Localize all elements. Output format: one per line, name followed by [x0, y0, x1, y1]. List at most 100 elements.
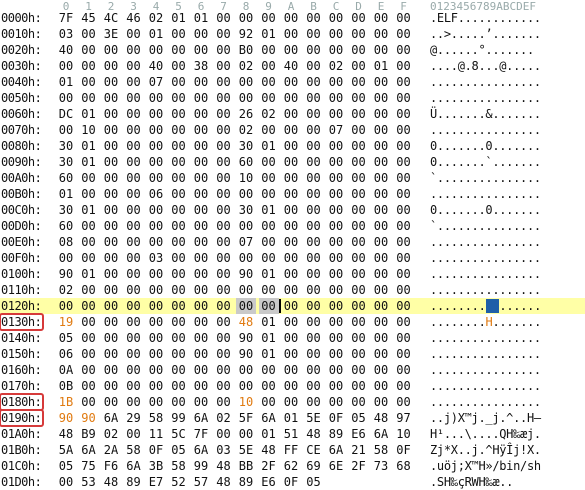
hex-row[interactable]: 00C0h: 30 01 00 00 00 00 00 00 30 01 00 00 00 00 00 00 0.…: [0, 202, 585, 218]
hex-byte[interactable]: 00: [81, 283, 96, 297]
hex-byte[interactable]: 08: [58, 235, 74, 249]
hex-byte[interactable]: 00: [171, 267, 186, 281]
hex-byte[interactable]: 00: [396, 299, 411, 313]
hex-byte[interactable]: 01: [261, 27, 276, 41]
hex-byte[interactable]: 00: [193, 187, 209, 201]
hex-byte[interactable]: 00: [351, 347, 366, 361]
hex-byte[interactable]: 48: [261, 443, 276, 457]
hex-byte[interactable]: 00: [351, 395, 366, 409]
ascii-text[interactable]: `...............: [430, 171, 541, 185]
hex-byte[interactable]: 58: [148, 411, 164, 425]
hex-byte[interactable]: 01: [81, 155, 96, 169]
hex-byte[interactable]: 00: [261, 283, 276, 297]
hex-byte[interactable]: 00: [148, 171, 164, 185]
ascii-text[interactable]: 0.......0.......: [430, 139, 541, 153]
ascii-text[interactable]: ................: [430, 347, 541, 361]
hex-byte[interactable]: 99: [193, 459, 209, 473]
hex-byte[interactable]: 00: [306, 139, 321, 153]
hex-byte[interactable]: 00: [148, 139, 164, 153]
hex-byte[interactable]: 89: [126, 475, 141, 489]
hex-byte[interactable]: 00: [103, 283, 119, 297]
hex-byte[interactable]: 00: [283, 187, 299, 201]
hex-byte[interactable]: 00: [328, 347, 344, 361]
hex-byte[interactable]: 00: [351, 219, 366, 233]
hex-byte[interactable]: 06: [148, 187, 164, 201]
hex-byte[interactable]: 00: [193, 123, 209, 137]
hex-byte[interactable]: 02: [261, 107, 276, 121]
hex-byte[interactable]: 00: [58, 59, 74, 73]
hex-byte[interactable]: 00: [103, 363, 119, 377]
hex-byte[interactable]: 00: [126, 235, 141, 249]
ascii-text[interactable]: ................: [430, 91, 541, 105]
hex-byte[interactable]: 00: [103, 43, 119, 57]
hex-byte[interactable]: 00: [216, 139, 231, 153]
hex-byte[interactable]: 00: [238, 427, 254, 441]
hex-byte[interactable]: 00: [373, 267, 389, 281]
ascii-text[interactable]: ................: [430, 251, 541, 265]
hex-byte[interactable]: 00: [283, 331, 299, 345]
hex-byte[interactable]: E7: [148, 475, 164, 489]
hex-byte[interactable]: 89: [238, 475, 254, 489]
hex-byte[interactable]: 00: [238, 379, 254, 393]
hex-byte[interactable]: 00: [306, 187, 321, 201]
hex-byte[interactable]: 00: [148, 107, 164, 121]
hex-byte[interactable]: 00: [373, 43, 389, 57]
hex-byte[interactable]: 00: [351, 331, 366, 345]
hex-byte[interactable]: 00: [148, 331, 164, 345]
hex-byte[interactable]: 00: [261, 123, 276, 137]
hex-byte[interactable]: 00: [306, 315, 321, 329]
hex-row[interactable]: 0030h: 00 00 00 00 40 00 38 00 02 00 40 00 02 00 01 00..…: [0, 58, 585, 74]
hex-byte[interactable]: 01: [261, 331, 276, 345]
hex-byte[interactable]: 00: [216, 347, 231, 361]
hex-byte[interactable]: 00: [328, 75, 344, 89]
hex-byte[interactable]: 03: [216, 443, 231, 457]
hex-byte[interactable]: 01: [81, 107, 96, 121]
hex-byte[interactable]: 73: [373, 459, 389, 473]
ascii-text[interactable]: ................: [430, 187, 541, 201]
hex-byte[interactable]: 00: [373, 379, 389, 393]
hex-byte[interactable]: 00: [193, 27, 209, 41]
hex-byte[interactable]: 00: [126, 379, 141, 393]
hex-byte[interactable]: 00: [373, 75, 389, 89]
hex-byte[interactable]: 00: [81, 171, 96, 185]
hex-byte[interactable]: 00: [216, 59, 231, 73]
hex-byte[interactable]: 00: [103, 107, 119, 121]
ascii-text[interactable]: 0.......`.......: [430, 155, 541, 169]
hex-byte[interactable]: 00: [328, 235, 344, 249]
ascii-text[interactable]: .ELF............: [430, 11, 541, 25]
hex-byte[interactable]: 00: [283, 203, 299, 217]
hex-byte[interactable]: 00: [328, 11, 344, 25]
hex-byte[interactable]: 46: [126, 11, 141, 25]
hex-byte[interactable]: 00: [373, 107, 389, 121]
hex-row[interactable]: 0000h: 7F 45 4C 46 02 01 01 00 00 00 00 00 00 00 00 00 .E…: [0, 10, 585, 26]
hex-byte[interactable]: 01: [283, 411, 299, 425]
hex-byte[interactable]: 00: [171, 75, 186, 89]
ascii-text[interactable]: ................: [430, 267, 541, 281]
hex-byte[interactable]: 00: [283, 315, 299, 329]
hex-byte[interactable]: 00: [193, 203, 209, 217]
hex-byte[interactable]: 05: [171, 443, 186, 457]
hex-byte[interactable]: 00: [171, 107, 186, 121]
hex-byte[interactable]: 60: [238, 155, 254, 169]
hex-byte[interactable]: 00: [396, 283, 411, 297]
hex-byte[interactable]: 00: [261, 219, 276, 233]
hex-byte[interactable]: 0F: [283, 475, 299, 489]
hex-byte[interactable]: 30: [58, 203, 74, 217]
hex-byte[interactable]: 00: [103, 139, 119, 153]
hex-byte[interactable]: 00: [306, 219, 321, 233]
hex-byte[interactable]: 01: [261, 315, 276, 329]
hex-byte[interactable]: 00: [351, 59, 366, 73]
ascii-text[interactable]: ........H.......: [430, 314, 585, 330]
hex-byte[interactable]: 01: [261, 427, 276, 441]
hex-row[interactable]: 0100h: 90 01 00 00 00 00 00 00 90 01 00 00 00 00 00 00..…: [0, 266, 585, 282]
hex-byte[interactable]: 48: [216, 475, 231, 489]
hex-byte[interactable]: 00: [103, 267, 119, 281]
hex-byte[interactable]: 00: [193, 235, 209, 249]
hex-byte[interactable]: 0F: [148, 443, 164, 457]
hex-byte[interactable]: 00: [103, 155, 119, 169]
hex-byte[interactable]: E6: [261, 475, 276, 489]
hex-byte[interactable]: 02: [238, 59, 254, 73]
hex-byte[interactable]: 00: [328, 251, 344, 265]
hex-byte[interactable]: 00: [126, 187, 141, 201]
hex-byte[interactable]: 00: [193, 139, 209, 153]
